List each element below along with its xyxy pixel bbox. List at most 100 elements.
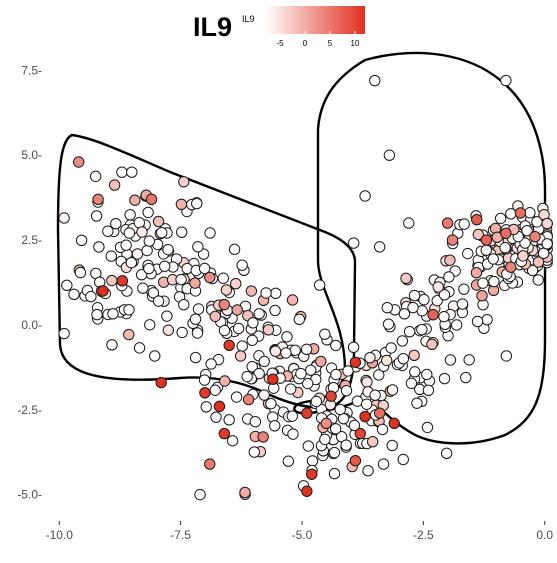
data-point <box>142 206 154 219</box>
data-point <box>123 304 135 316</box>
data-point <box>438 310 450 323</box>
data-point <box>91 308 103 321</box>
data-point <box>471 214 483 226</box>
data-point <box>269 420 281 432</box>
data-point <box>239 486 251 499</box>
data-point <box>369 74 381 87</box>
data-point <box>293 313 306 326</box>
data-point <box>116 275 129 287</box>
data-point <box>340 439 352 451</box>
data-point <box>427 309 439 321</box>
cluster-outline-left <box>56 133 357 409</box>
data-point <box>360 398 373 410</box>
data-point <box>306 468 318 480</box>
data-point <box>517 250 529 262</box>
data-point <box>400 272 412 285</box>
data-point <box>161 310 173 322</box>
y-tick-label: 0.0- <box>21 318 42 332</box>
data-point <box>481 313 493 326</box>
data-point <box>204 458 216 470</box>
data-point <box>137 282 149 294</box>
data-point <box>125 256 138 269</box>
data-point <box>155 376 167 389</box>
data-point <box>480 244 492 256</box>
data-point <box>458 283 470 295</box>
data-point <box>369 389 381 401</box>
data-point <box>386 384 399 396</box>
data-point <box>286 410 299 422</box>
data-point <box>488 275 500 288</box>
x-axis: -10.0 -7.5 -5.0 -2.5 0.0 <box>46 521 553 542</box>
data-point <box>149 350 161 362</box>
data-point <box>328 446 341 459</box>
data-point <box>126 166 138 178</box>
data-point <box>441 217 454 229</box>
data-point <box>116 166 128 178</box>
data-point <box>248 446 260 458</box>
data-point <box>191 327 204 339</box>
y-tick-label: 7.5- <box>21 63 42 77</box>
data-point <box>129 194 141 206</box>
data-point <box>382 318 395 330</box>
data-point <box>349 454 362 467</box>
data-point <box>376 423 389 436</box>
data-point <box>313 279 326 291</box>
data-point <box>198 262 211 275</box>
data-point <box>383 149 396 161</box>
data-point <box>325 390 337 402</box>
data-point <box>105 250 117 262</box>
legend-tick-label: -5 <box>276 39 284 48</box>
data-point <box>191 197 203 210</box>
data-point <box>347 341 360 354</box>
data-point <box>236 340 248 352</box>
data-point <box>189 351 202 364</box>
data-point <box>388 417 400 430</box>
data-point <box>246 361 258 373</box>
data-point <box>234 350 247 362</box>
data-point <box>460 371 472 384</box>
data-point <box>444 354 457 366</box>
data-point <box>364 351 376 364</box>
data-point <box>219 375 231 387</box>
y-tick-label: -5.0- <box>17 488 42 502</box>
data-point <box>411 397 423 409</box>
data-point <box>232 322 245 335</box>
data-point <box>541 217 553 230</box>
data-point <box>328 467 341 480</box>
data-point <box>262 324 275 336</box>
data-point <box>58 212 70 224</box>
data-point <box>521 224 533 237</box>
data-point <box>476 289 488 302</box>
data-point <box>175 198 188 210</box>
data-point <box>97 285 109 297</box>
data-point <box>143 235 156 247</box>
data-point <box>373 407 386 419</box>
data-point <box>192 303 205 315</box>
data-point <box>301 377 314 390</box>
data-point <box>380 354 393 367</box>
data-point <box>329 423 342 435</box>
data-point <box>487 253 500 265</box>
data-point <box>90 210 103 222</box>
data-point <box>305 364 317 376</box>
data-point <box>205 358 217 370</box>
data-point <box>366 435 379 448</box>
data-point <box>301 407 313 419</box>
data-point <box>90 170 102 183</box>
data-point <box>74 266 87 279</box>
data-point <box>342 365 354 377</box>
data-point <box>295 367 307 380</box>
data-point <box>421 368 433 381</box>
data-point <box>421 421 434 434</box>
data-point <box>477 277 489 289</box>
data-point <box>209 384 221 396</box>
data-point <box>397 352 410 365</box>
data-point <box>194 488 206 501</box>
data-point <box>349 356 362 368</box>
data-point <box>532 274 544 286</box>
data-point <box>282 455 295 467</box>
data-point <box>242 393 255 406</box>
data-point <box>397 453 409 466</box>
data-point <box>524 207 536 219</box>
data-point <box>135 269 148 281</box>
